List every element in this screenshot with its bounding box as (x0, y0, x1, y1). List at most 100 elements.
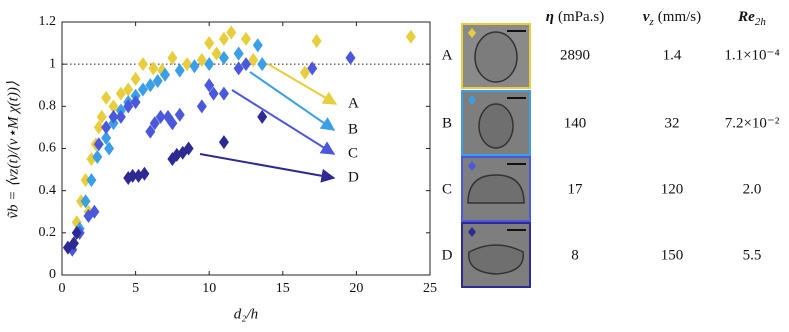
column-header: η (mPa.s) (546, 9, 604, 25)
data-point (86, 173, 97, 188)
table-cell: 1.1×10⁻⁴ (724, 47, 779, 63)
image-marker (468, 95, 476, 105)
data-point (123, 82, 134, 97)
data-point (80, 173, 91, 188)
header-symbol: Re (737, 9, 755, 25)
data-point (115, 109, 126, 124)
x-tick-label: 15 (276, 281, 290, 296)
data-point (182, 57, 193, 72)
x-tick-label: 5 (132, 281, 139, 296)
x-axis-label: d₂/h (234, 306, 258, 322)
data-point (257, 109, 268, 124)
image-marker (468, 28, 476, 38)
y-tick-label: 1 (49, 56, 56, 71)
y-tick-label: 0.4 (39, 183, 57, 198)
series-label: D (348, 169, 359, 185)
data-point (241, 31, 251, 46)
data-point (108, 99, 119, 114)
data-point (174, 63, 185, 78)
data-point (167, 116, 178, 131)
data-point (218, 31, 229, 46)
header-unit: (mPa.s) (558, 9, 604, 25)
y-tick-label: 0.6 (39, 141, 57, 156)
droplet-images (461, 23, 531, 288)
data-point (130, 71, 141, 86)
data-point (108, 109, 119, 124)
data-point (299, 65, 310, 80)
table-cell: 150 (661, 247, 684, 263)
droplet (478, 103, 514, 149)
y-tick-label: 0 (49, 267, 56, 282)
data-point (101, 130, 112, 145)
table-cell: 32 (665, 115, 680, 131)
droplet (467, 174, 525, 204)
series-label: A (348, 95, 359, 111)
data-point (89, 204, 100, 219)
droplet (468, 244, 524, 275)
data-point (92, 149, 103, 164)
data-point (139, 166, 150, 181)
data-point (196, 52, 207, 67)
image-marker (468, 227, 476, 237)
data-point (189, 59, 200, 74)
data-point (148, 61, 159, 76)
arrow (199, 153, 336, 183)
x-tick-label: 10 (202, 281, 216, 296)
data-point (149, 116, 160, 131)
table-cell: 17 (568, 181, 584, 197)
data-point (218, 50, 229, 65)
header-subscript: z (649, 16, 655, 28)
header-symbol: η (546, 9, 554, 25)
data-point (183, 141, 194, 156)
data-point (257, 57, 268, 72)
arrow (231, 89, 336, 155)
column-header: vz (mm/s) (643, 9, 701, 27)
y-tick-label: 1.2 (39, 14, 57, 29)
row-label: A (442, 47, 453, 63)
data-point (160, 67, 171, 82)
data-point (218, 135, 229, 150)
data-point (204, 36, 215, 51)
data-point (127, 168, 138, 183)
data-point (307, 61, 318, 76)
data-point (233, 46, 244, 61)
data-point (123, 99, 134, 114)
arrow (267, 63, 338, 105)
data-point (68, 236, 79, 251)
data-point (241, 57, 251, 72)
series-label: C (348, 145, 358, 161)
header-unit: (mm/s) (658, 9, 701, 25)
data-point (204, 78, 215, 93)
data-point (93, 137, 104, 152)
data-point (174, 107, 185, 122)
y-tick-label: 0.8 (39, 99, 57, 114)
data-point (218, 86, 229, 101)
data-point (248, 52, 259, 67)
image-marker (468, 161, 476, 171)
table-cell: 5.5 (743, 247, 762, 263)
data-point (137, 82, 148, 97)
header-symbol: v (643, 9, 650, 25)
column-header: Re2h (737, 9, 766, 27)
data-point (208, 86, 219, 101)
table-cell: 140 (564, 115, 587, 131)
data-point (226, 25, 237, 40)
data-point (104, 141, 115, 156)
data-point (211, 46, 222, 61)
droplet (474, 31, 518, 83)
data-point (130, 95, 141, 110)
x-tick-label: 0 (59, 281, 66, 296)
data-point (311, 33, 322, 48)
data-point (145, 124, 156, 139)
table-cell: 7.2×10⁻² (725, 115, 780, 131)
data-point (80, 194, 91, 209)
arrow (249, 71, 336, 131)
header-subscript: 2h (755, 16, 767, 28)
data-point (196, 99, 207, 114)
table-cell: 120 (661, 181, 684, 197)
row-label: B (442, 115, 452, 131)
data-point (252, 38, 263, 53)
data-point (167, 50, 178, 65)
data-point (71, 225, 82, 240)
